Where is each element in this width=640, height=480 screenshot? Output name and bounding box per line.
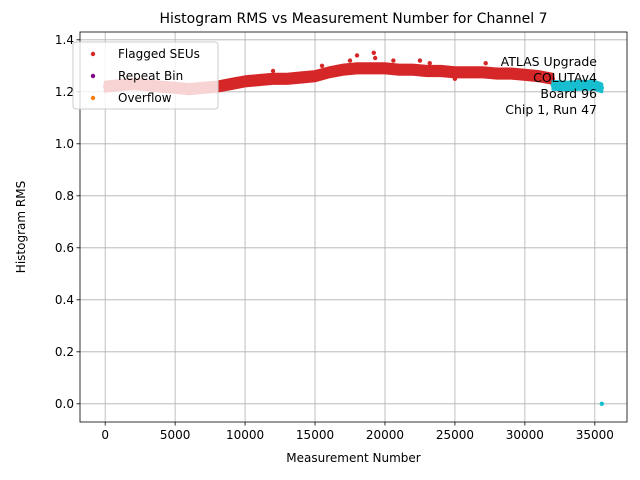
x-tick-label: 15000 [296, 428, 334, 442]
data-point [550, 83, 556, 88]
y-tick-label: 0.6 [55, 241, 74, 255]
x-tick-label: 30000 [506, 428, 544, 442]
data-point [371, 50, 376, 55]
data-point [242, 79, 248, 84]
x-tick-label: 25000 [436, 428, 474, 442]
data-point [368, 66, 374, 71]
data-point [564, 83, 570, 89]
data-point [382, 66, 388, 71]
legend-marker [90, 51, 96, 57]
legend-marker [90, 95, 96, 101]
data-point [592, 83, 598, 88]
data-point [452, 70, 458, 75]
ticks: 0 5000 10000 15000 20000 25000 30000 35000 0.0 0.… [55, 33, 614, 442]
legend-box [72, 41, 219, 110]
data-point [256, 77, 262, 83]
data-point [466, 70, 472, 75]
data-point [417, 58, 423, 63]
data-point [319, 63, 325, 68]
annotation-line: COLUTAv4 [533, 70, 597, 85]
data-point [483, 61, 488, 66]
y-tick-label: 1.0 [55, 137, 74, 151]
legend: Flagged SEUs Repeat Bin Overflow [72, 41, 219, 110]
legend-label: Overflow [118, 91, 172, 105]
data-point [522, 72, 528, 78]
plot-frame [79, 31, 628, 423]
grid [80, 32, 627, 422]
y-tick-label: 0.0 [55, 397, 74, 411]
data-point [354, 66, 360, 71]
x-tick-label: 10000 [226, 428, 264, 442]
legend-label: Repeat Bin [118, 69, 183, 83]
data-point [372, 55, 378, 61]
legend-marker [90, 73, 96, 79]
data-point [508, 71, 514, 76]
x-tick-label: 5000 [160, 428, 191, 442]
data-point [536, 74, 542, 79]
y-tick-label: 1.2 [55, 85, 74, 99]
data-point [396, 67, 402, 72]
data-point [494, 71, 500, 76]
data-point [578, 83, 584, 88]
data-point [599, 401, 605, 406]
data-point [480, 70, 486, 75]
data-point [347, 58, 353, 63]
data-point [391, 58, 396, 63]
data-point [599, 85, 605, 91]
data-point [270, 68, 276, 74]
data-point [228, 81, 234, 87]
data-point [410, 67, 416, 72]
chart-title: Histogram RMS vs Measurement Number for … [159, 11, 547, 27]
legend-label: Flagged SEUs [118, 47, 200, 61]
annotation-line: Board 96 [540, 86, 597, 101]
data-point [298, 75, 304, 80]
x-tick-label: 35000 [576, 428, 614, 442]
data-point [284, 76, 290, 82]
data-point [550, 76, 556, 82]
data-point [270, 76, 276, 82]
data-point [312, 74, 318, 79]
data-point [427, 61, 432, 66]
y-tick-label: 0.2 [55, 345, 74, 359]
y-tick-label: 0.4 [55, 293, 74, 307]
y-tick-label: 1.4 [55, 33, 74, 47]
annotation-line: Chip 1, Run 47 [505, 102, 597, 117]
y-tick-label: 0.8 [55, 189, 74, 203]
y-axis-title: Histogram RMS [14, 181, 28, 273]
x-axis-title: Measurement Number [286, 451, 420, 465]
data-point [438, 68, 444, 74]
x-tick-label: 0 [101, 428, 109, 442]
x-tick-label: 20000 [366, 428, 404, 442]
series-band-1 [551, 79, 604, 94]
data-point [354, 53, 360, 58]
data-point [452, 76, 458, 82]
data-point [326, 70, 332, 75]
data-point [424, 68, 430, 74]
annotation-line: ATLAS Upgrade [501, 54, 598, 69]
data-point [340, 67, 346, 72]
